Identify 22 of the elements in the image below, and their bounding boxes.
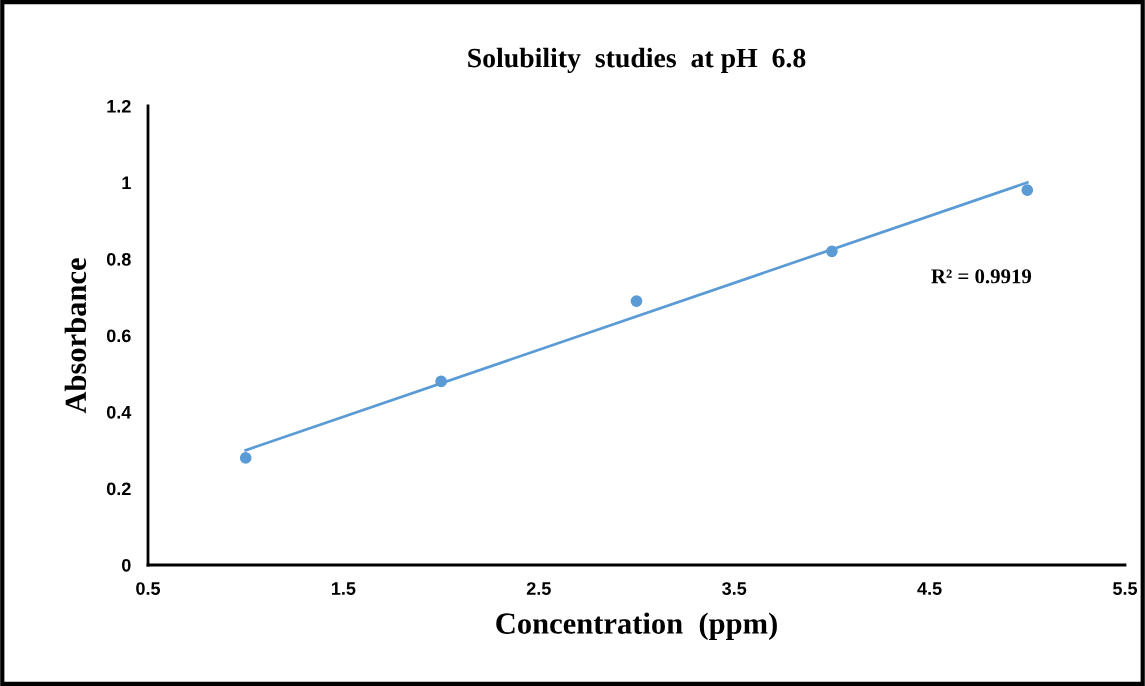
x-tick-label: 5.5 xyxy=(1113,582,1138,595)
x-tick-label: 1.5 xyxy=(331,582,356,595)
y-tick-label: 1 xyxy=(122,176,131,190)
point xyxy=(1021,184,1034,196)
y-tick-label: 1.2 xyxy=(107,99,131,113)
point xyxy=(826,245,838,258)
x-tick-label: 3.5 xyxy=(722,582,747,595)
x-tick-label: 4.5 xyxy=(917,582,942,595)
x-tick-label: 0.5 xyxy=(136,582,161,595)
y-tick-label: 0.2 xyxy=(106,482,131,496)
y-tick-label: 0 xyxy=(122,558,131,572)
x-axis-title: Concentration (ppm) xyxy=(496,612,777,641)
y-tick-label: 0.4 xyxy=(106,405,132,419)
point xyxy=(630,295,643,307)
point xyxy=(239,452,252,464)
y-axis-title: Absorbance xyxy=(64,258,87,414)
y-tick-label: 0.8 xyxy=(106,252,131,266)
chart-title: Solubility studies at pH 6.8 xyxy=(468,47,806,74)
x-tick-label: 2.5 xyxy=(526,582,551,595)
y-tick-label: 0.6 xyxy=(106,329,131,343)
point xyxy=(435,375,447,388)
annotation: R² = 0.9919 xyxy=(931,269,1032,284)
